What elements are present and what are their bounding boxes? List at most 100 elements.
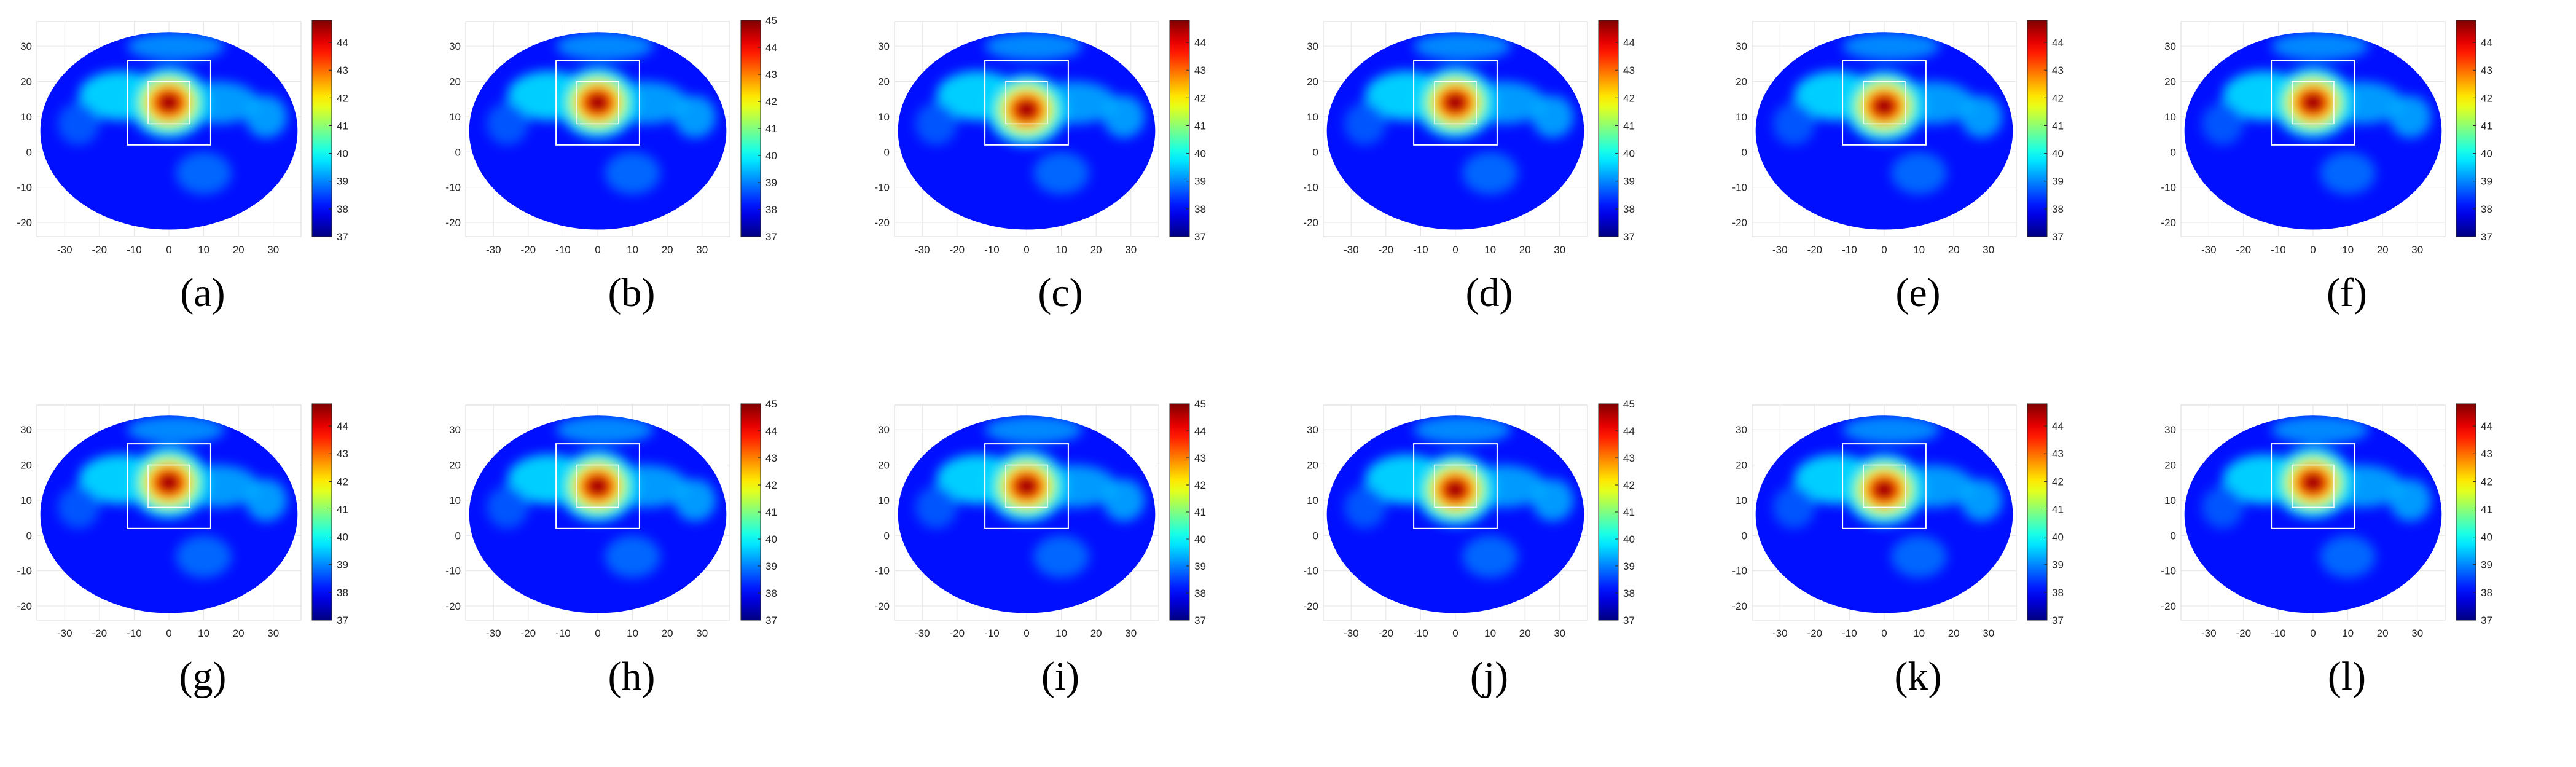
colorbar-tick-label: 45 [765, 398, 777, 410]
colorbar-tick-label: 41 [1194, 506, 1206, 518]
x-tick-label: 20 [2377, 627, 2389, 639]
colorbar-tick-label: 38 [1623, 203, 1635, 215]
warm-patch [915, 102, 957, 145]
warm-patch [1891, 535, 1947, 578]
figure-panel: -30 -20 -10 0 10 20 30 -20 -10 0 10 20 30 37 38 39 40 41 4… [0, 0, 429, 384]
x-tick-label: 0 [2310, 244, 2316, 256]
colorbar-tick-label: 42 [337, 92, 348, 104]
outer-roi-box [984, 443, 1069, 529]
x-tick-label: 0 [166, 627, 171, 639]
colorbar-tick-label: 44 [2052, 37, 2064, 49]
colorbar-tick-label: 40 [765, 533, 777, 545]
colorbar [740, 403, 761, 621]
heatmap-chart: -30 -20 -10 0 10 20 30 -20 -10 0 10 20 30 37 38 39 40 41 4… [1303, 398, 1635, 639]
warm-patch [1772, 486, 1815, 529]
y-tick-label: -20 [445, 600, 461, 612]
colorbar [2027, 403, 2048, 621]
x-tick-label: -10 [2271, 627, 2286, 639]
temperature-field [1755, 415, 2013, 613]
warm-patch [1414, 32, 1511, 61]
y-tick-label: 0 [2171, 146, 2176, 158]
x-tick-label: 20 [233, 244, 245, 256]
x-tick-label: -20 [2236, 627, 2252, 639]
x-tick-label: 20 [1090, 244, 1102, 256]
warm-patch [1960, 95, 2003, 138]
x-tick-label: 20 [1519, 244, 1531, 256]
x-tick-label: 30 [1125, 244, 1137, 256]
y-tick-label: 30 [20, 41, 32, 52]
x-tick-label: 30 [1983, 627, 1994, 639]
x-tick-label: 10 [1913, 627, 1925, 639]
colorbar-tick-label: 45 [765, 15, 777, 26]
colorbar-tick-label: 39 [1623, 176, 1635, 187]
y-tick-label: -10 [445, 565, 461, 577]
colorbar [311, 20, 332, 237]
warm-patch [674, 479, 716, 522]
colorbar-tick-label: 39 [2481, 559, 2492, 571]
colorbar-tick-label: 39 [1194, 176, 1206, 187]
y-tick-label: -20 [1732, 600, 1747, 612]
y-tick-label: 30 [878, 41, 890, 52]
y-tick-label: 20 [20, 76, 32, 88]
warm-patch [1842, 415, 1940, 444]
x-tick-label: 20 [2377, 244, 2389, 256]
y-tick-label: 0 [1313, 146, 1318, 158]
y-tick-label: 0 [455, 146, 461, 158]
x-tick-label: 10 [2342, 244, 2354, 256]
warm-patch [556, 32, 654, 61]
x-tick-label: 20 [1948, 244, 1960, 256]
heatmap-chart: -30 -20 -10 0 10 20 30 -20 -10 0 10 20 30 37 38 39 40 41 4… [2161, 20, 2492, 256]
y-tick-label: -20 [2161, 600, 2176, 612]
panel-caption: (k) [1894, 654, 1942, 699]
colorbar-tick-label: 44 [1194, 37, 1206, 49]
colorbar-tick-label: 43 [1623, 452, 1635, 464]
hotspot-ring [590, 96, 605, 109]
y-tick-label: 0 [26, 146, 32, 158]
x-tick-label: 30 [1125, 627, 1137, 639]
x-tick-label: -30 [486, 627, 501, 639]
y-tick-label: 10 [2164, 495, 2176, 506]
colorbar-tick-label: 39 [2052, 559, 2064, 571]
colorbar-tick-label: 41 [2481, 503, 2492, 515]
figure-panel: -30 -20 -10 0 10 20 30 -20 -10 0 10 20 30 37 38 39 40 41 4… [2144, 384, 2573, 767]
temperature-field [2184, 32, 2442, 230]
inner-roi-box [147, 464, 190, 508]
panel-caption: (b) [608, 270, 656, 315]
colorbar-tick-label: 42 [2052, 92, 2064, 104]
colorbar-tick-label: 39 [1194, 560, 1206, 572]
warm-patch [1344, 486, 1386, 529]
colorbar [1169, 20, 1190, 237]
x-tick-label: 10 [1055, 244, 1067, 256]
y-tick-label: 10 [878, 111, 890, 123]
colorbar-tick-label: 42 [765, 479, 777, 491]
colorbar-tick-label: 38 [337, 203, 348, 215]
colorbar-tick-label: 38 [765, 204, 777, 216]
x-tick-label: -30 [486, 244, 501, 256]
x-tick-label: -20 [521, 627, 536, 639]
x-tick-label: 10 [2342, 627, 2354, 639]
x-tick-label: 30 [1983, 244, 1994, 256]
colorbar-tick-label: 43 [2481, 65, 2492, 76]
x-tick-label: -30 [1344, 244, 1359, 256]
x-tick-label: -10 [984, 627, 1000, 639]
colorbar-tick-label: 40 [2481, 532, 2492, 543]
x-tick-label: -10 [127, 244, 142, 256]
figure-panel: -30 -20 -10 0 10 20 30 -20 -10 0 10 20 30 37 38 39 40 41 4… [858, 384, 1286, 767]
warm-patch [127, 32, 225, 61]
colorbar-tick-label: 38 [1623, 588, 1635, 599]
heatmap-chart: -30 -20 -10 0 10 20 30 -20 -10 0 10 20 30 37 38 39 40 41 4… [17, 20, 348, 256]
colorbar-tick-label: 37 [765, 615, 777, 626]
colorbar-tick-label: 44 [2481, 37, 2492, 49]
x-tick-label: -30 [915, 244, 930, 256]
x-tick-label: -10 [127, 627, 142, 639]
y-tick-label: 10 [1736, 111, 1747, 123]
x-tick-label: 10 [198, 627, 209, 639]
colorbar-tick-label: 42 [337, 476, 348, 487]
x-tick-label: 10 [1055, 627, 1067, 639]
colorbar-tick-label: 38 [1194, 588, 1206, 599]
figure-panel: -30 -20 -10 0 10 20 30 -20 -10 0 10 20 30 37 38 39 40 41 4… [858, 0, 1286, 384]
x-tick-label: 30 [696, 244, 708, 256]
x-tick-label: 20 [233, 627, 245, 639]
x-tick-label: -30 [1772, 244, 1788, 256]
